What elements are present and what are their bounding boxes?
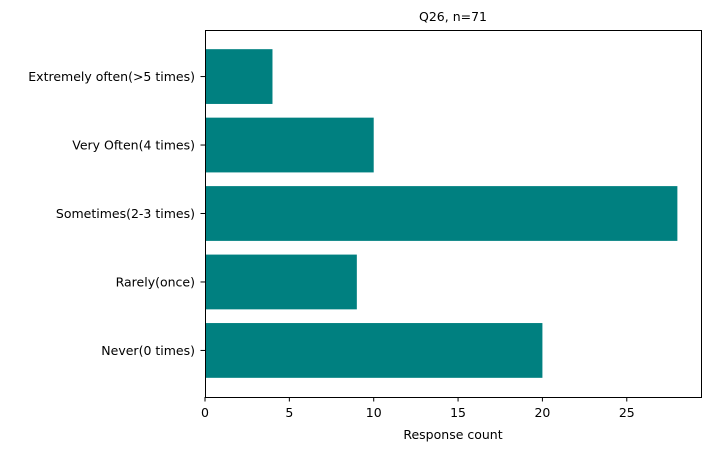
x-tick-label-2: 10 bbox=[366, 405, 382, 420]
plot-frame bbox=[205, 30, 702, 398]
y-tick-label-3: Very Often(4 times) bbox=[72, 138, 195, 153]
bar-0 bbox=[205, 323, 543, 378]
y-tick-label-4: Extremely often(>5 times) bbox=[28, 69, 195, 84]
x-tick-label-0: 0 bbox=[201, 405, 209, 420]
x-tick-label-5: 25 bbox=[619, 405, 635, 420]
x-axis-label: Response count bbox=[403, 427, 502, 442]
x-tick-label-3: 15 bbox=[450, 405, 466, 420]
y-tick-label-0: Never(0 times) bbox=[101, 343, 195, 358]
x-tick-label-1: 5 bbox=[285, 405, 293, 420]
y-tick-label-2: Sometimes(2-3 times) bbox=[56, 206, 195, 221]
y-axis-ticks: Never(0 times) Rarely(once) Sometimes(2-3 … bbox=[28, 69, 205, 358]
bar-2 bbox=[205, 186, 678, 241]
y-tick-label-1: Rarely(once) bbox=[116, 274, 195, 289]
bar-4 bbox=[205, 49, 273, 104]
bars-layer bbox=[205, 49, 678, 378]
chart-title: Q26, n=71 bbox=[419, 9, 487, 24]
bar-1 bbox=[205, 254, 357, 310]
bar-3 bbox=[205, 117, 374, 173]
x-tick-label-4: 20 bbox=[534, 405, 550, 420]
x-axis-ticks: 0 5 10 15 20 25 bbox=[201, 397, 635, 420]
